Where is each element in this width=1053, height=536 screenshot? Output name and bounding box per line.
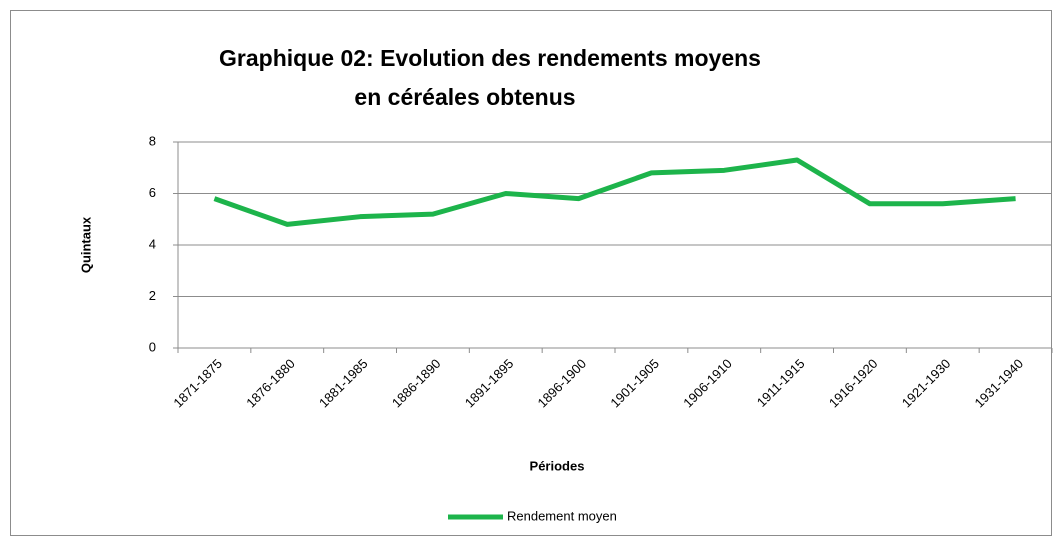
y-tick-label: 2 (149, 288, 156, 303)
y-tick-label: 6 (149, 185, 156, 200)
chart-title: Graphique 02: Evolution des rendements m… (219, 45, 761, 71)
chart-title: en céréales obtenus (354, 84, 575, 110)
line-series (213, 157, 1016, 227)
legend-label: Rendement moyen (507, 508, 617, 523)
y-tick-label: 8 (149, 133, 156, 148)
y-tick-label: 0 (149, 339, 156, 354)
chart-frame (10, 10, 1052, 536)
x-axis-title: Périodes (530, 458, 585, 473)
y-tick-label: 4 (149, 236, 156, 251)
y-axis-title: Quintaux (78, 216, 93, 273)
